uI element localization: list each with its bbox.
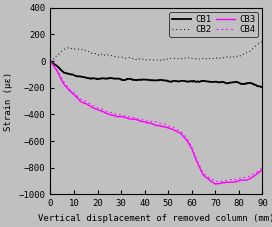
CB2	[174, 57, 177, 60]
CB1	[174, 80, 177, 82]
CB4	[103, 109, 107, 111]
CB4	[261, 167, 264, 169]
CB4	[49, 60, 52, 62]
CB3	[49, 60, 52, 62]
CB2	[87, 50, 90, 53]
CB3	[145, 121, 148, 124]
CB1	[190, 80, 194, 83]
CB3	[208, 179, 212, 182]
CB3	[261, 169, 264, 172]
Line: CB1: CB1	[51, 61, 262, 87]
CB4	[208, 177, 212, 180]
CB1	[261, 86, 264, 88]
CB2	[49, 60, 52, 63]
CB3	[86, 103, 89, 106]
CB3	[174, 130, 177, 132]
CB2	[49, 60, 52, 62]
CB3	[190, 148, 194, 151]
CB1	[86, 76, 89, 79]
CB1	[49, 60, 52, 62]
CB4	[190, 146, 194, 149]
CB1	[260, 86, 263, 88]
Legend: CB1, CB2, CB3, CB4: CB1, CB2, CB3, CB4	[169, 12, 258, 37]
X-axis label: Vertical displacement of removed column (mm): Vertical displacement of removed column …	[38, 214, 272, 223]
Line: CB3: CB3	[51, 61, 262, 184]
CB3	[103, 111, 107, 114]
Line: CB4: CB4	[51, 61, 262, 182]
Line: CB2: CB2	[51, 41, 262, 62]
CB4	[217, 180, 221, 183]
CB2	[191, 57, 194, 60]
CB2	[261, 40, 264, 43]
CB1	[208, 80, 212, 83]
CB4	[86, 101, 89, 104]
CB2	[209, 57, 212, 60]
CB3	[214, 183, 217, 185]
CB4	[145, 119, 148, 122]
Y-axis label: Strain (με): Strain (με)	[4, 72, 13, 131]
CB2	[145, 59, 148, 61]
CB2	[104, 54, 107, 57]
CB1	[103, 77, 107, 80]
CB4	[174, 127, 177, 130]
CB1	[145, 78, 148, 81]
